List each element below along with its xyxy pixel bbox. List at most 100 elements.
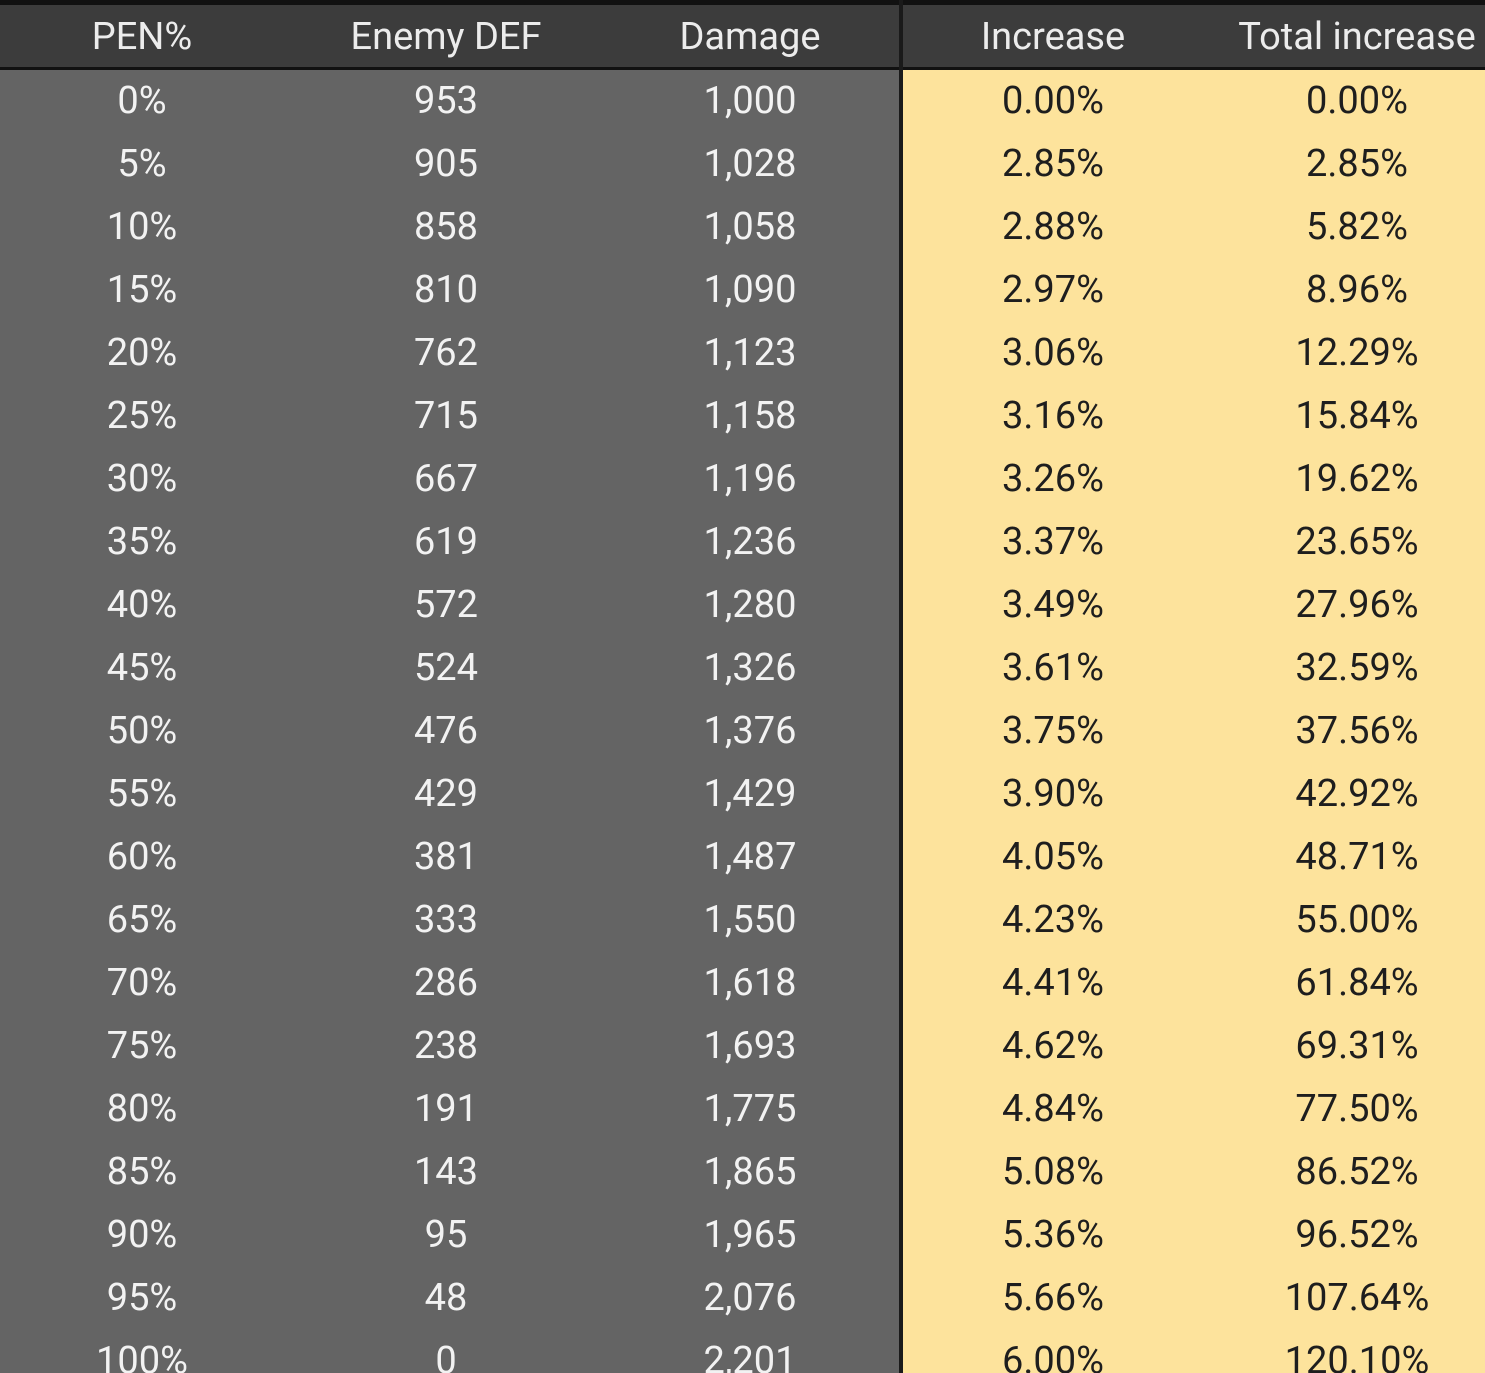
table-cell: 4.62% — [1002, 1024, 1104, 1068]
table-cell: 107.64% — [1284, 1276, 1430, 1320]
table-cell: 0.00% — [1002, 79, 1104, 123]
table-cell: 80% — [106, 1087, 178, 1131]
table-cell: 715 — [413, 394, 479, 438]
table-cell: 42.92% — [1295, 772, 1419, 816]
column-header: Total increase — [1238, 15, 1476, 59]
table-cell: 1,000 — [703, 79, 797, 123]
table-cell: 23.65% — [1295, 520, 1419, 564]
table-cell: 32.59% — [1295, 646, 1419, 690]
table-cell: 953 — [413, 79, 479, 123]
table-cell: 1,158 — [703, 394, 797, 438]
column-header: PEN% — [91, 15, 193, 59]
table-cell: 1,693 — [703, 1024, 797, 1068]
table-cell: 1,775 — [703, 1087, 797, 1131]
table-cell: 5.36% — [1002, 1213, 1104, 1257]
column-header: Increase — [980, 15, 1126, 59]
table-cell: 15.84% — [1295, 394, 1419, 438]
table-cell: 19.62% — [1295, 457, 1419, 501]
table-cell: 3.16% — [1002, 394, 1104, 438]
table-cell: 5.66% — [1002, 1276, 1104, 1320]
table-cell: 1,123 — [703, 331, 797, 375]
table-cell: 1,280 — [703, 583, 797, 627]
table-cell: 3.26% — [1002, 457, 1104, 501]
table-cell: 6.00% — [1002, 1339, 1104, 1373]
table-cell: 15% — [106, 268, 178, 312]
table-cell: 1,865 — [703, 1150, 797, 1194]
table-cell: 37.56% — [1295, 709, 1419, 753]
table-cell: 191 — [413, 1087, 479, 1131]
table-cell: 20% — [106, 331, 178, 375]
table-cell: 810 — [413, 268, 479, 312]
table-cell: 667 — [413, 457, 479, 501]
table-cell: 95% — [106, 1276, 178, 1320]
table-cell: 572 — [413, 583, 479, 627]
table-cell: 0.00% — [1306, 79, 1408, 123]
table-cell: 60% — [106, 835, 178, 879]
table-cell: 30% — [106, 457, 178, 501]
table-cell: 48 — [424, 1276, 468, 1320]
table-cell: 143 — [413, 1150, 479, 1194]
table-cell: 12.29% — [1295, 331, 1419, 375]
table-cell: 55.00% — [1295, 898, 1419, 942]
table-cell: 5% — [117, 142, 167, 186]
table-cell: 5.82% — [1306, 205, 1408, 249]
table-cell: 429 — [413, 772, 479, 816]
table-cell: 0% — [117, 79, 167, 123]
table-cell: 3.49% — [1002, 583, 1104, 627]
table-cell: 65% — [106, 898, 178, 942]
table-cell: 8.96% — [1306, 268, 1408, 312]
table-cell: 1,618 — [703, 961, 797, 1005]
table-cell: 858 — [413, 205, 479, 249]
table-cell: 2.88% — [1002, 205, 1104, 249]
table-cell: 2.97% — [1002, 268, 1104, 312]
table-cell: 3.75% — [1002, 709, 1104, 753]
table-cell: 0 — [435, 1339, 457, 1373]
table-cell: 4.23% — [1002, 898, 1104, 942]
left-body — [0, 70, 900, 1373]
table-cell: 5.08% — [1002, 1150, 1104, 1194]
table-cell: 905 — [413, 142, 479, 186]
table-cell: 40% — [106, 583, 178, 627]
table-cell: 1,429 — [703, 772, 797, 816]
table-cell: 50% — [106, 709, 178, 753]
table-cell: 1,376 — [703, 709, 797, 753]
table-cell: 3.06% — [1002, 331, 1104, 375]
table-cell: 4.84% — [1002, 1087, 1104, 1131]
table-cell: 1,236 — [703, 520, 797, 564]
table-cell: 27.96% — [1295, 583, 1419, 627]
table-cell: 238 — [413, 1024, 479, 1068]
table-cell: 1,326 — [703, 646, 797, 690]
table-cell: 45% — [106, 646, 178, 690]
table-cell: 762 — [413, 331, 479, 375]
table-cell: 1,550 — [703, 898, 797, 942]
table-cell: 10% — [106, 205, 178, 249]
table-cell: 2,201 — [703, 1339, 797, 1373]
table-cell: 35% — [106, 520, 178, 564]
table-cell: 100% — [96, 1339, 188, 1373]
table-cell: 3.90% — [1002, 772, 1104, 816]
table-cell: 55% — [106, 772, 178, 816]
table-cell: 48.71% — [1295, 835, 1419, 879]
table-cell: 1,965 — [703, 1213, 797, 1257]
table-cell: 1,058 — [703, 205, 797, 249]
table-cell: 1,487 — [703, 835, 797, 879]
table-cell: 3.61% — [1002, 646, 1104, 690]
table-cell: 2.85% — [1002, 142, 1104, 186]
table-cell: 286 — [413, 961, 479, 1005]
header-background — [0, 0, 1485, 70]
table-cell: 2.85% — [1306, 142, 1408, 186]
table-cell: 77.50% — [1295, 1087, 1419, 1131]
column-divider — [899, 0, 903, 1373]
table-cell: 476 — [413, 709, 479, 753]
table-cell: 85% — [106, 1150, 178, 1194]
table-cell: 3.37% — [1002, 520, 1104, 564]
column-header: Enemy DEF — [350, 15, 542, 59]
table-cell: 61.84% — [1295, 961, 1419, 1005]
table-cell: 69.31% — [1295, 1024, 1419, 1068]
table-cell: 4.41% — [1002, 961, 1104, 1005]
table-cell: 25% — [106, 394, 178, 438]
table-cell: 524 — [413, 646, 479, 690]
table-cell: 333 — [413, 898, 479, 942]
column-header: Damage — [679, 15, 821, 59]
